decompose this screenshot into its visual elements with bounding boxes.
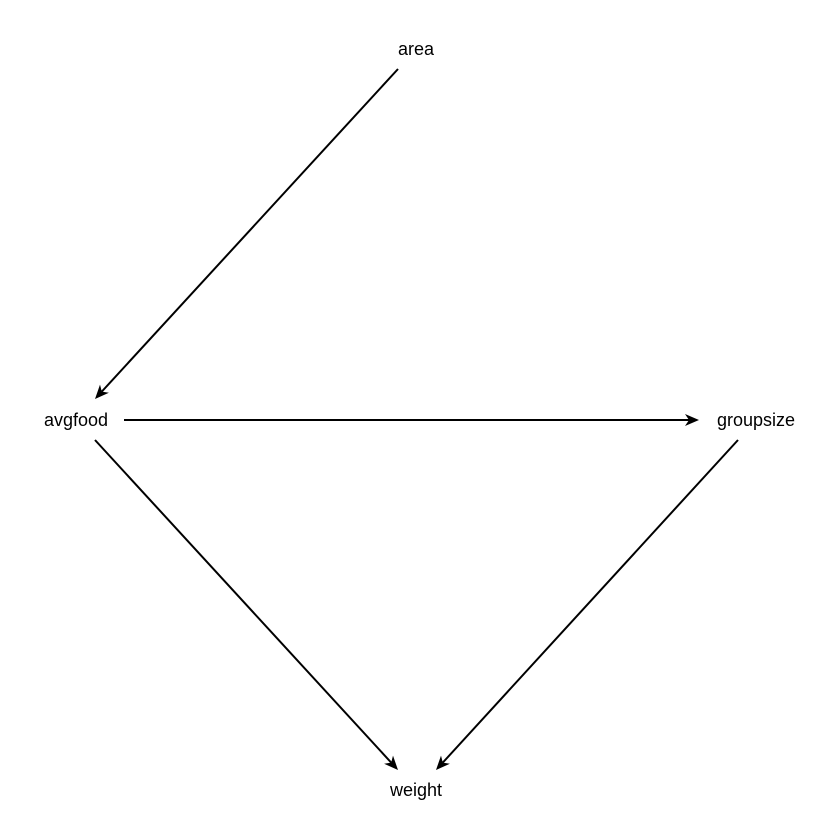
arrow-head-icon: [436, 755, 450, 770]
arrow-head-icon: [95, 384, 109, 399]
edge-groupsize-to-weight: [436, 439, 739, 770]
edge-line: [442, 439, 739, 764]
nodes-layer: area avgfood groupsize weight: [44, 39, 795, 800]
arrow-head-icon: [685, 414, 699, 426]
node-avgfood: avgfood: [44, 410, 108, 430]
edge-avgfood-to-weight: [94, 439, 398, 770]
node-groupsize: groupsize: [717, 410, 795, 430]
arrow-head-icon: [384, 755, 398, 770]
edge-line: [94, 439, 392, 764]
node-area: area: [398, 39, 435, 59]
edges-layer: [94, 68, 739, 770]
edge-area-to-avgfood: [95, 68, 399, 399]
node-weight: weight: [389, 780, 442, 800]
edge-line: [101, 68, 399, 393]
edge-avgfood-to-groupsize: [124, 414, 699, 426]
